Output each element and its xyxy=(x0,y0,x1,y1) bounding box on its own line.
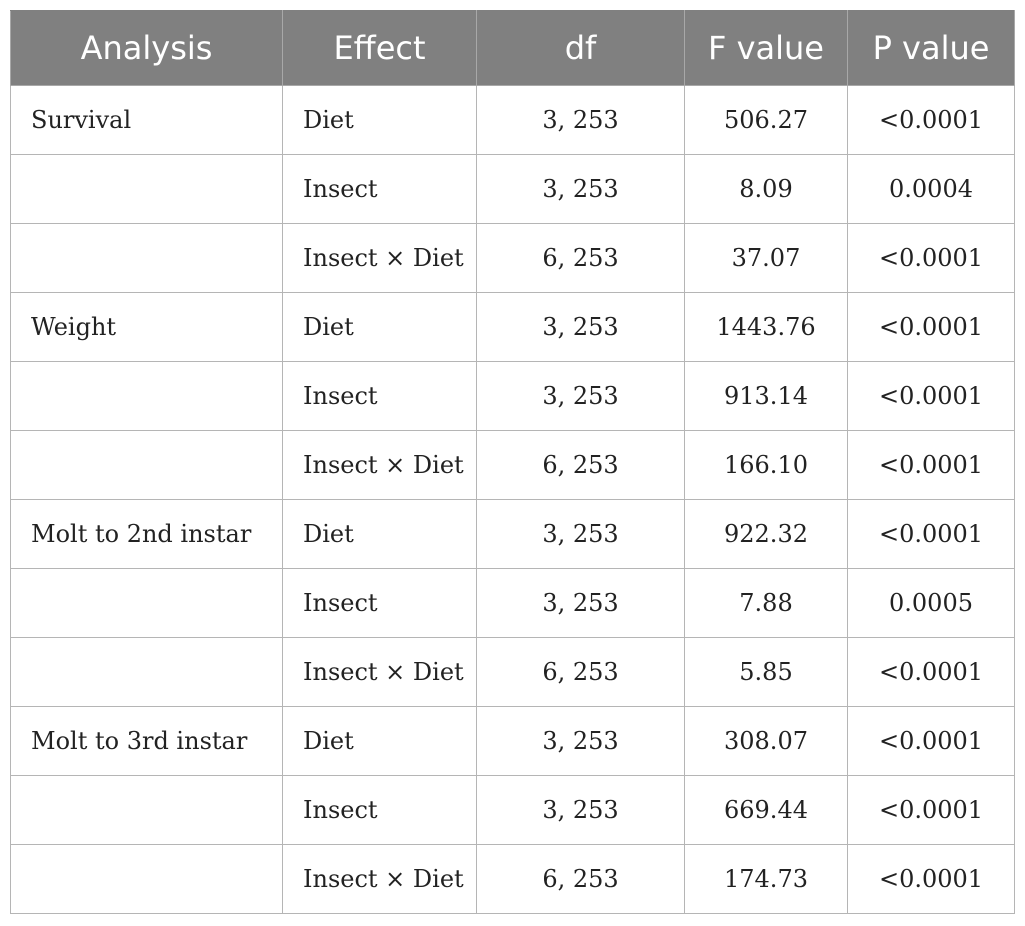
table-row: Insect × Diet 6, 253 174.73 <0.0001 xyxy=(10,844,1015,914)
cell-df: 3, 253 xyxy=(476,568,685,638)
cell-analysis: Molt to 2nd instar xyxy=(10,499,283,569)
cell-df: 6, 253 xyxy=(476,430,685,500)
table-row: Insect × Diet 6, 253 37.07 <0.0001 xyxy=(10,223,1015,293)
header-row: Analysis Effect df F value P value xyxy=(10,10,1015,86)
cell-analysis xyxy=(10,775,283,845)
cell-analysis: Weight xyxy=(10,292,283,362)
cell-df: 3, 253 xyxy=(476,154,685,224)
cell-p-value: <0.0001 xyxy=(847,430,1015,500)
cell-effect: Insect × Diet xyxy=(282,844,477,914)
cell-f-value: 166.10 xyxy=(684,430,848,500)
cell-df: 3, 253 xyxy=(476,292,685,362)
cell-df: 6, 253 xyxy=(476,844,685,914)
cell-df: 3, 253 xyxy=(476,706,685,776)
cell-p-value: <0.0001 xyxy=(847,292,1015,362)
table-row: Insect × Diet 6, 253 166.10 <0.0001 xyxy=(10,430,1015,500)
cell-effect: Insect xyxy=(282,568,477,638)
cell-p-value: <0.0001 xyxy=(847,361,1015,431)
cell-p-value: <0.0001 xyxy=(847,223,1015,293)
cell-p-value: <0.0001 xyxy=(847,637,1015,707)
table-row: Insect × Diet 6, 253 5.85 <0.0001 xyxy=(10,637,1015,707)
cell-analysis xyxy=(10,361,283,431)
cell-p-value: 0.0004 xyxy=(847,154,1015,224)
cell-p-value: <0.0001 xyxy=(847,85,1015,155)
table-row: Insect 3, 253 913.14 <0.0001 xyxy=(10,361,1015,431)
cell-p-value: <0.0001 xyxy=(847,706,1015,776)
cell-f-value: 506.27 xyxy=(684,85,848,155)
cell-df: 6, 253 xyxy=(476,223,685,293)
cell-f-value: 5.85 xyxy=(684,637,848,707)
table-row: Molt to 2nd instar Diet 3, 253 922.32 <0.000… xyxy=(10,499,1015,569)
cell-df: 3, 253 xyxy=(476,499,685,569)
cell-effect: Insect × Diet xyxy=(282,223,477,293)
cell-p-value: <0.0001 xyxy=(847,775,1015,845)
cell-f-value: 1443.76 xyxy=(684,292,848,362)
cell-f-value: 913.14 xyxy=(684,361,848,431)
table-row: Insect 3, 253 8.09 0.0004 xyxy=(10,154,1015,224)
cell-analysis xyxy=(10,637,283,707)
cell-effect: Diet xyxy=(282,85,477,155)
header-f-value: F value xyxy=(684,10,848,86)
header-df: df xyxy=(476,10,685,86)
table-header: Analysis Effect df F value P value xyxy=(10,10,1015,86)
cell-df: 6, 253 xyxy=(476,637,685,707)
anova-table-container: Analysis Effect df F value P value Survi… xyxy=(10,10,1015,914)
cell-analysis: Molt to 3rd instar xyxy=(10,706,283,776)
cell-p-value: <0.0001 xyxy=(847,844,1015,914)
cell-f-value: 7.88 xyxy=(684,568,848,638)
table-row: Insect 3, 253 669.44 <0.0001 xyxy=(10,775,1015,845)
cell-effect: Insect × Diet xyxy=(282,637,477,707)
cell-effect: Insect xyxy=(282,361,477,431)
cell-analysis xyxy=(10,568,283,638)
table-row: Molt to 3rd instar Diet 3, 253 308.07 <0.000… xyxy=(10,706,1015,776)
header-effect: Effect xyxy=(282,10,477,86)
cell-analysis xyxy=(10,223,283,293)
cell-f-value: 37.07 xyxy=(684,223,848,293)
cell-df: 3, 253 xyxy=(476,85,685,155)
cell-p-value: <0.0001 xyxy=(847,499,1015,569)
cell-f-value: 669.44 xyxy=(684,775,848,845)
anova-results-table: Analysis Effect df F value P value Survi… xyxy=(10,10,1015,914)
cell-f-value: 308.07 xyxy=(684,706,848,776)
cell-effect: Diet xyxy=(282,292,477,362)
header-analysis: Analysis xyxy=(10,10,283,86)
cell-effect: Diet xyxy=(282,706,477,776)
cell-analysis xyxy=(10,844,283,914)
cell-analysis xyxy=(10,154,283,224)
cell-analysis xyxy=(10,430,283,500)
table-row: Survival Diet 3, 253 506.27 <0.0001 xyxy=(10,85,1015,155)
cell-analysis: Survival xyxy=(10,85,283,155)
table-row: Weight Diet 3, 253 1443.76 <0.0001 xyxy=(10,292,1015,362)
cell-df: 3, 253 xyxy=(476,775,685,845)
table-row: Insect 3, 253 7.88 0.0005 xyxy=(10,568,1015,638)
cell-effect: Insect xyxy=(282,775,477,845)
cell-f-value: 8.09 xyxy=(684,154,848,224)
cell-effect: Insect × Diet xyxy=(282,430,477,500)
cell-df: 3, 253 xyxy=(476,361,685,431)
header-p-value: P value xyxy=(847,10,1015,86)
cell-f-value: 174.73 xyxy=(684,844,848,914)
cell-effect: Insect xyxy=(282,154,477,224)
cell-f-value: 922.32 xyxy=(684,499,848,569)
table-body: Survival Diet 3, 253 506.27 <0.0001 Insect 3, … xyxy=(10,85,1015,914)
cell-p-value: 0.0005 xyxy=(847,568,1015,638)
cell-effect: Diet xyxy=(282,499,477,569)
